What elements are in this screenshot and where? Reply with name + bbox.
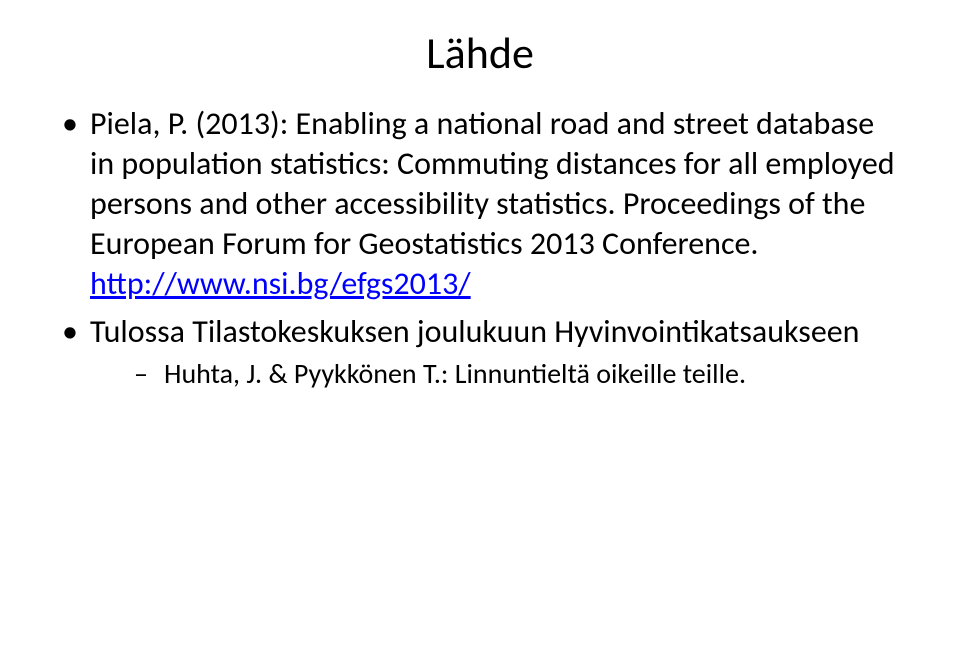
slide-title: Lähde [60,26,900,80]
bullet-text: Piela, P. (2013): Enabling a national ro… [90,104,895,263]
sub-bullet-item: Huhta, J. & Pyykkönen T.: Linnuntieltä o… [134,356,900,391]
slide: Lähde Piela, P. (2013): Enabling a natio… [0,0,960,652]
bullet-text: Tulossa Tilastokeskuksen joulukuun Hyvin… [90,312,859,351]
sub-bullet-text: Huhta, J. & Pyykkönen T.: Linnuntieltä o… [164,356,746,391]
sub-bullet-list: Huhta, J. & Pyykkönen T.: Linnuntieltä o… [90,356,900,391]
bullet-item: Tulossa Tilastokeskuksen joulukuun Hyvin… [60,312,900,391]
bullet-item: Piela, P. (2013): Enabling a national ro… [60,104,900,304]
bullet-list: Piela, P. (2013): Enabling a national ro… [60,104,900,391]
reference-link[interactable]: http://www.nsi.bg/efgs2013/ [90,264,471,303]
